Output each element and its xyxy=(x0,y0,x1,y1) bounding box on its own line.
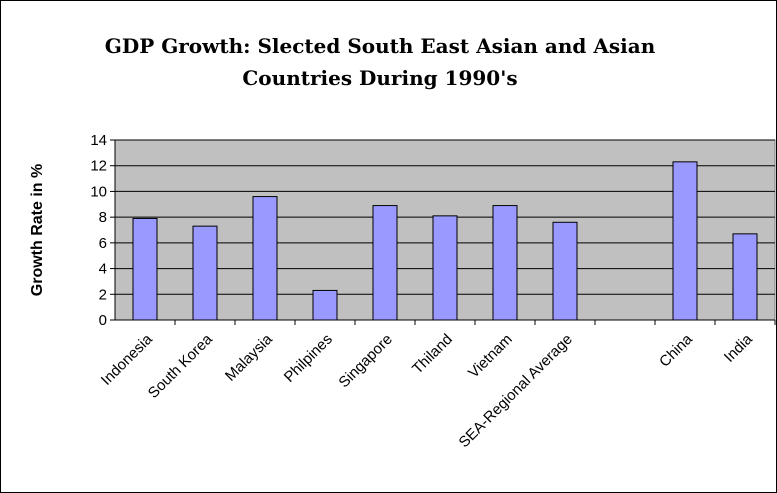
x-tick-label: Vietnam xyxy=(465,331,516,382)
x-tick-label: Singapore xyxy=(335,331,395,391)
x-tick-label: Malaysia xyxy=(222,330,276,384)
bar xyxy=(672,161,698,321)
x-tick-label: India xyxy=(721,330,756,365)
x-tick-label: China xyxy=(656,330,696,370)
y-tick-label: 0 xyxy=(99,312,107,329)
y-tick-label: 12 xyxy=(90,158,107,175)
bar xyxy=(252,196,278,321)
bar xyxy=(312,289,338,321)
chart-title-line-1: GDP Growth: Slected South East Asian and… xyxy=(104,34,656,58)
x-tick-label: Philpines xyxy=(281,331,336,386)
x-tick-label: Thiland xyxy=(409,331,456,378)
bar xyxy=(732,233,758,321)
x-tick-label: SEA-Regional Average xyxy=(455,331,575,451)
x-tick-label: Indonesia xyxy=(98,330,156,388)
x-tick-label: South Korea xyxy=(145,330,216,401)
bar xyxy=(492,205,518,321)
y-tick-label: 2 xyxy=(99,286,107,303)
chart-title-line-2: Countries During 1990's xyxy=(242,66,518,90)
y-tick-label: 4 xyxy=(99,261,107,278)
y-tick-label: 10 xyxy=(90,183,107,200)
chart-title: GDP Growth: Slected South East Asian and… xyxy=(60,30,700,94)
y-axis-label: Growth Rate in % xyxy=(29,164,46,296)
y-tick-label: 6 xyxy=(99,235,107,252)
bar xyxy=(432,215,458,321)
y-tick-label: 14 xyxy=(90,132,107,149)
bar xyxy=(552,221,578,321)
y-tick-label: 8 xyxy=(99,209,107,226)
bar xyxy=(132,217,158,321)
bar xyxy=(372,205,398,321)
bar xyxy=(192,225,218,321)
